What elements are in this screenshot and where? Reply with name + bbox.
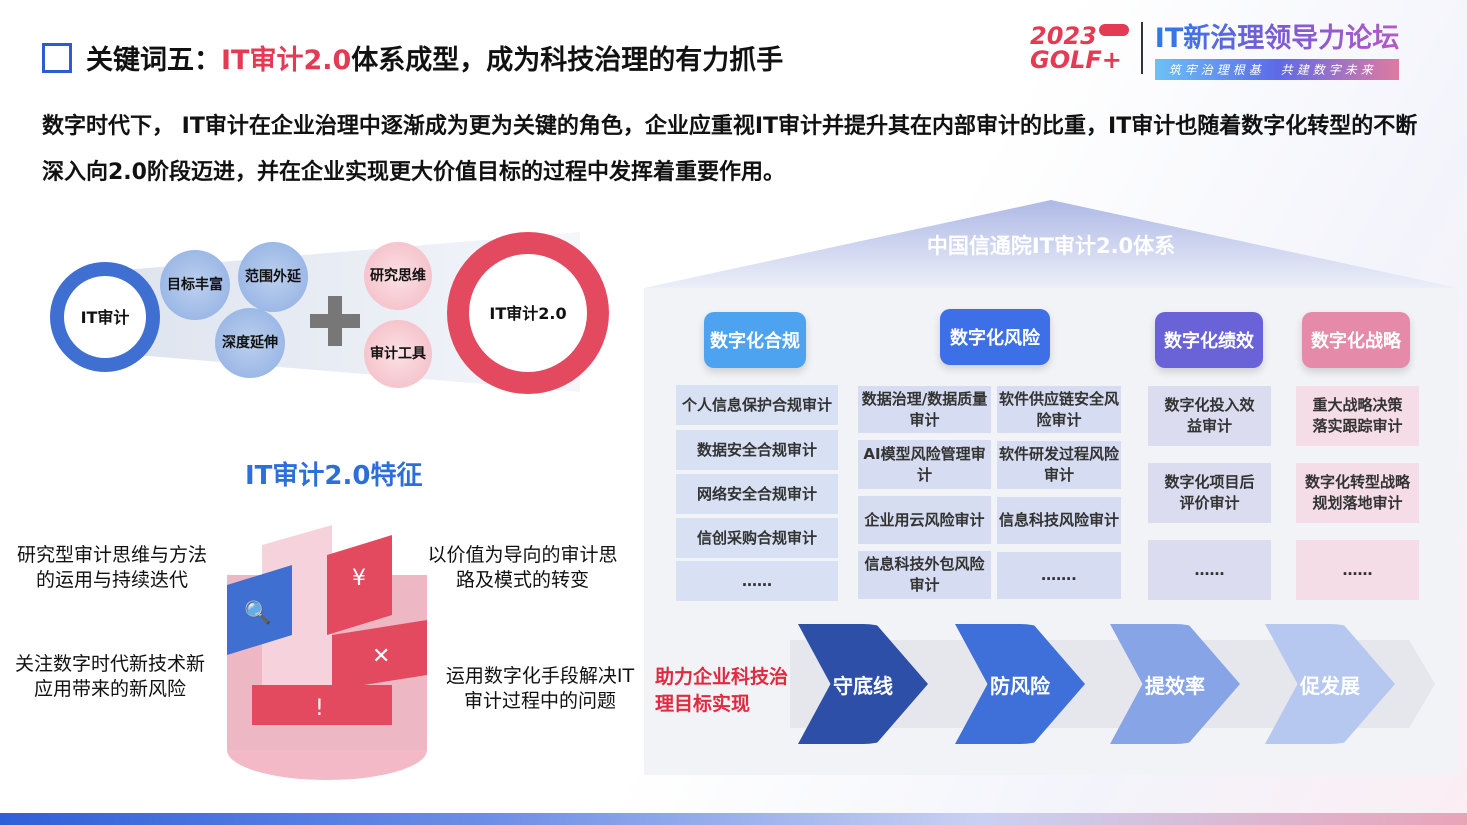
strategy-item: 重大战略决策落实跟踪审计 bbox=[1296, 386, 1419, 446]
tools-icon: ✕ bbox=[372, 644, 390, 669]
intro-text: 数字时代下， IT审计在企业治理中逐渐成为更为关键的角色，企业应重视IT审计并提… bbox=[42, 114, 1418, 185]
forum-logo: 2023 GOLF+ IT新治理领导力论坛 筑牢治理根基 共建数字未来 bbox=[1030, 16, 1400, 80]
header-compliance: 数字化合规 bbox=[704, 312, 806, 368]
risk-item: 数据治理/数据质量审计 bbox=[858, 386, 991, 433]
bottom-gradient-bar bbox=[0, 813, 1467, 825]
book-search-icon: 🔍 bbox=[244, 598, 271, 626]
compliance-item: 个人信息保护合规审计 bbox=[676, 385, 838, 425]
title-prefix: 关键词五： bbox=[86, 45, 221, 76]
title-highlight: IT审计2.0 bbox=[221, 45, 352, 76]
risk-item: ……. bbox=[997, 552, 1121, 599]
feature-digital-means: 运用数字化手段解决IT审计过程中的问题 bbox=[445, 665, 635, 712]
performance-item: 数字化投入效益审计 bbox=[1148, 386, 1271, 446]
cylinder-segment-money bbox=[327, 535, 392, 635]
it-audit-2-label: IT审计2.0 bbox=[469, 254, 587, 372]
forum-slogan: 筑牢治理根基 共建数字未来 bbox=[1154, 59, 1400, 80]
logo-divider bbox=[1140, 22, 1143, 74]
edition-badge bbox=[1098, 24, 1129, 36]
cylinder-segment-tools bbox=[332, 620, 427, 690]
it-audit-ring: IT审计 bbox=[50, 262, 160, 372]
checkbox-square-icon bbox=[42, 42, 72, 73]
bubble-research: 研究思维 bbox=[364, 242, 432, 310]
feature-research: 研究型审计思维与方法的运用与持续迭代 bbox=[16, 544, 207, 591]
logo-brand: GOLF+ bbox=[1030, 46, 1122, 74]
compliance-item: …… bbox=[676, 561, 838, 601]
performance-item: 数字化项目后评价审计 bbox=[1148, 463, 1271, 523]
compliance-item: 网络安全合规审计 bbox=[676, 474, 838, 514]
it-audit-2-ring: IT审计2.0 bbox=[447, 232, 609, 394]
title-suffix: 体系成型，成为科技治理的有力抓手 bbox=[351, 45, 784, 76]
bubble-scope: 范围外延 bbox=[238, 242, 308, 312]
performance-item: …… bbox=[1148, 540, 1271, 600]
risk-item: 软件供应链安全风险审计 bbox=[997, 386, 1121, 433]
it-audit-label: IT审计 bbox=[64, 276, 146, 358]
bubble-goal: 目标丰富 bbox=[160, 250, 230, 320]
money-icon: ¥ bbox=[352, 566, 366, 591]
risk-item: AI模型风险管理审计 bbox=[858, 440, 991, 489]
strategy-item: 数字化转型战略规划落地审计 bbox=[1296, 463, 1419, 523]
logo-year: 2023 bbox=[1030, 22, 1097, 50]
feature-new-risk: 关注数字时代新技术新应用带来的新风险 bbox=[14, 653, 205, 700]
feature-value: 以价值为导向的审计思路及模式的转变 bbox=[427, 544, 618, 591]
strategy-item: …… bbox=[1296, 540, 1419, 600]
bubble-depth: 深度延伸 bbox=[215, 308, 285, 378]
forum-name: IT新治理领导力论坛 bbox=[1155, 16, 1399, 55]
cylinder-segment-shield bbox=[252, 685, 392, 725]
shield-icon: ! bbox=[315, 696, 324, 721]
risk-item: 企业用云风险审计 bbox=[858, 496, 991, 544]
plus-icon bbox=[310, 296, 360, 346]
features-cylinder-graphic: ¥ 🔍 ✕ ! bbox=[227, 525, 427, 780]
compliance-item: 信创采购合规审计 bbox=[676, 518, 838, 558]
risk-item: 信息科技风险审计 bbox=[997, 497, 1121, 544]
risk-item: 信息科技外包风险审计 bbox=[858, 551, 991, 599]
header-risk: 数字化风险 bbox=[940, 309, 1050, 365]
header-strategy: 数字化战略 bbox=[1302, 312, 1410, 368]
risk-item: 软件研发过程风险审计 bbox=[997, 441, 1121, 489]
system-title: 中国信通院IT审计2.0体系 bbox=[926, 234, 1176, 258]
features-title: IT审计2.0特征 bbox=[245, 461, 423, 491]
cylinder-segment-search bbox=[227, 565, 292, 655]
compliance-item: 数据安全合规审计 bbox=[676, 430, 838, 470]
bubble-tools: 审计工具 bbox=[364, 320, 432, 388]
page-title: 关键词五：IT审计2.0体系成型，成为科技治理的有力抓手 bbox=[42, 38, 783, 77]
goal-text: 助力企业科技治理目标实现 bbox=[655, 666, 789, 715]
header-performance: 数字化绩效 bbox=[1155, 312, 1263, 368]
